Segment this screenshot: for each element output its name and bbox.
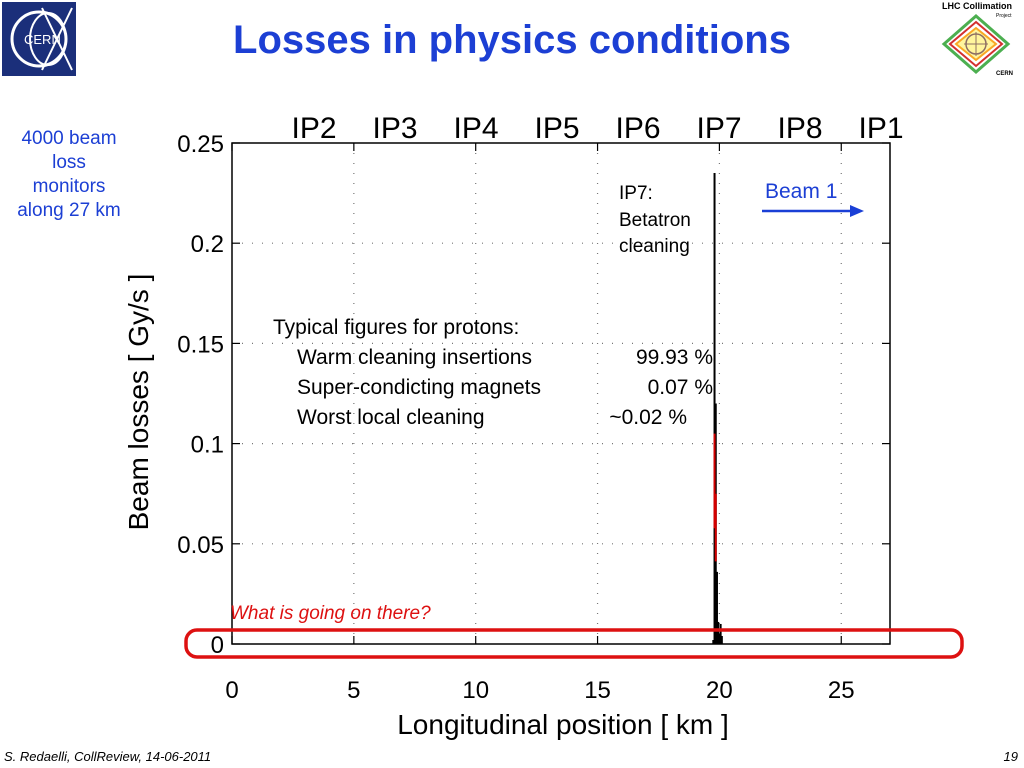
footer-author: S. Redaelli, CollReview, 14-06-2011 — [4, 749, 212, 764]
ip-label: IP4 — [453, 112, 498, 145]
y-tick-label: 0 — [211, 632, 224, 659]
side-note-line: monitors — [32, 176, 106, 197]
y-tick-label: 0.15 — [177, 331, 224, 358]
y-tick-label: 0.1 — [191, 432, 224, 459]
ip-label: IP8 — [777, 112, 822, 145]
plot-frame — [231, 142, 891, 645]
x-tick-label: 0 — [225, 677, 238, 704]
ip-label: IP3 — [372, 112, 417, 145]
chart-grid — [232, 143, 890, 644]
lhc-logo-title: LHC Collimation — [942, 1, 1012, 11]
x-tick-label: 25 — [828, 677, 855, 704]
side-note-line: along 27 km — [17, 200, 121, 221]
ip-label: IP5 — [534, 112, 579, 145]
y-axis-label: Beam losses [ Gy/s ] — [123, 274, 154, 531]
figure-row-value: 99.93 % — [636, 346, 713, 369]
x-tick-label: 15 — [584, 677, 611, 704]
question-annotation: What is going on there? — [230, 603, 431, 624]
figure-row-value: ~0.02 % — [609, 406, 687, 429]
y-axis-ticks: 0 0.05 0.1 0.15 0.2 0.25 — [177, 131, 890, 659]
zero-level-highlight — [184, 628, 964, 659]
side-note-line: 4000 beam — [21, 128, 117, 149]
ip-label: IP2 — [291, 112, 336, 145]
ip7-annotation-line: IP7: — [619, 183, 653, 204]
typical-figures-title: Typical figures for protons: — [273, 316, 519, 339]
figure-row-label: Worst local cleaning — [297, 406, 485, 429]
x-axis-ticks: 0 5 10 15 20 25 — [225, 143, 855, 704]
y-tick-label: 0.25 — [177, 131, 224, 158]
side-note-line: loss — [52, 152, 86, 173]
side-note: 4000 beam loss monitors along 27 km — [4, 127, 134, 223]
cern-logo: CERN — [2, 2, 76, 76]
chart-series — [712, 173, 723, 644]
page-title: Losses in physics conditions — [233, 18, 791, 62]
x-tick-label: 20 — [706, 677, 733, 704]
ip7-annotation-line: cleaning — [619, 236, 690, 257]
ip-label: IP6 — [615, 112, 660, 145]
figure-row-label: Warm cleaning insertions — [297, 346, 532, 369]
figure-row-value: 0.07 % — [648, 376, 713, 399]
ip-label: IP7 — [696, 112, 741, 145]
lhc-collimation-logo: LHC Collimation Project CERN — [941, 1, 1013, 77]
ip-labels: IP2 IP3 IP4 IP5 IP6 IP7 IP8 IP1 — [291, 112, 903, 145]
y-tick-label: 0.2 — [191, 231, 224, 258]
beam-label: Beam 1 — [765, 180, 837, 203]
x-axis-label: Longitudinal position [ km ] — [397, 709, 729, 740]
arrow-head-icon — [850, 205, 864, 217]
ip-label: IP1 — [858, 112, 903, 145]
ip7-annotation-line: Betatron — [619, 210, 691, 231]
y-tick-label: 0.05 — [177, 532, 224, 559]
figure-row-label: Super-condicting magnets — [297, 376, 541, 399]
x-tick-label: 5 — [347, 677, 360, 704]
lhc-logo-bottom: CERN — [996, 71, 1013, 77]
x-tick-label: 10 — [462, 677, 489, 704]
cern-logo-text: CERN — [24, 32, 61, 47]
page-number: 19 — [1003, 749, 1018, 764]
lhc-logo-sub: Project — [996, 13, 1012, 19]
